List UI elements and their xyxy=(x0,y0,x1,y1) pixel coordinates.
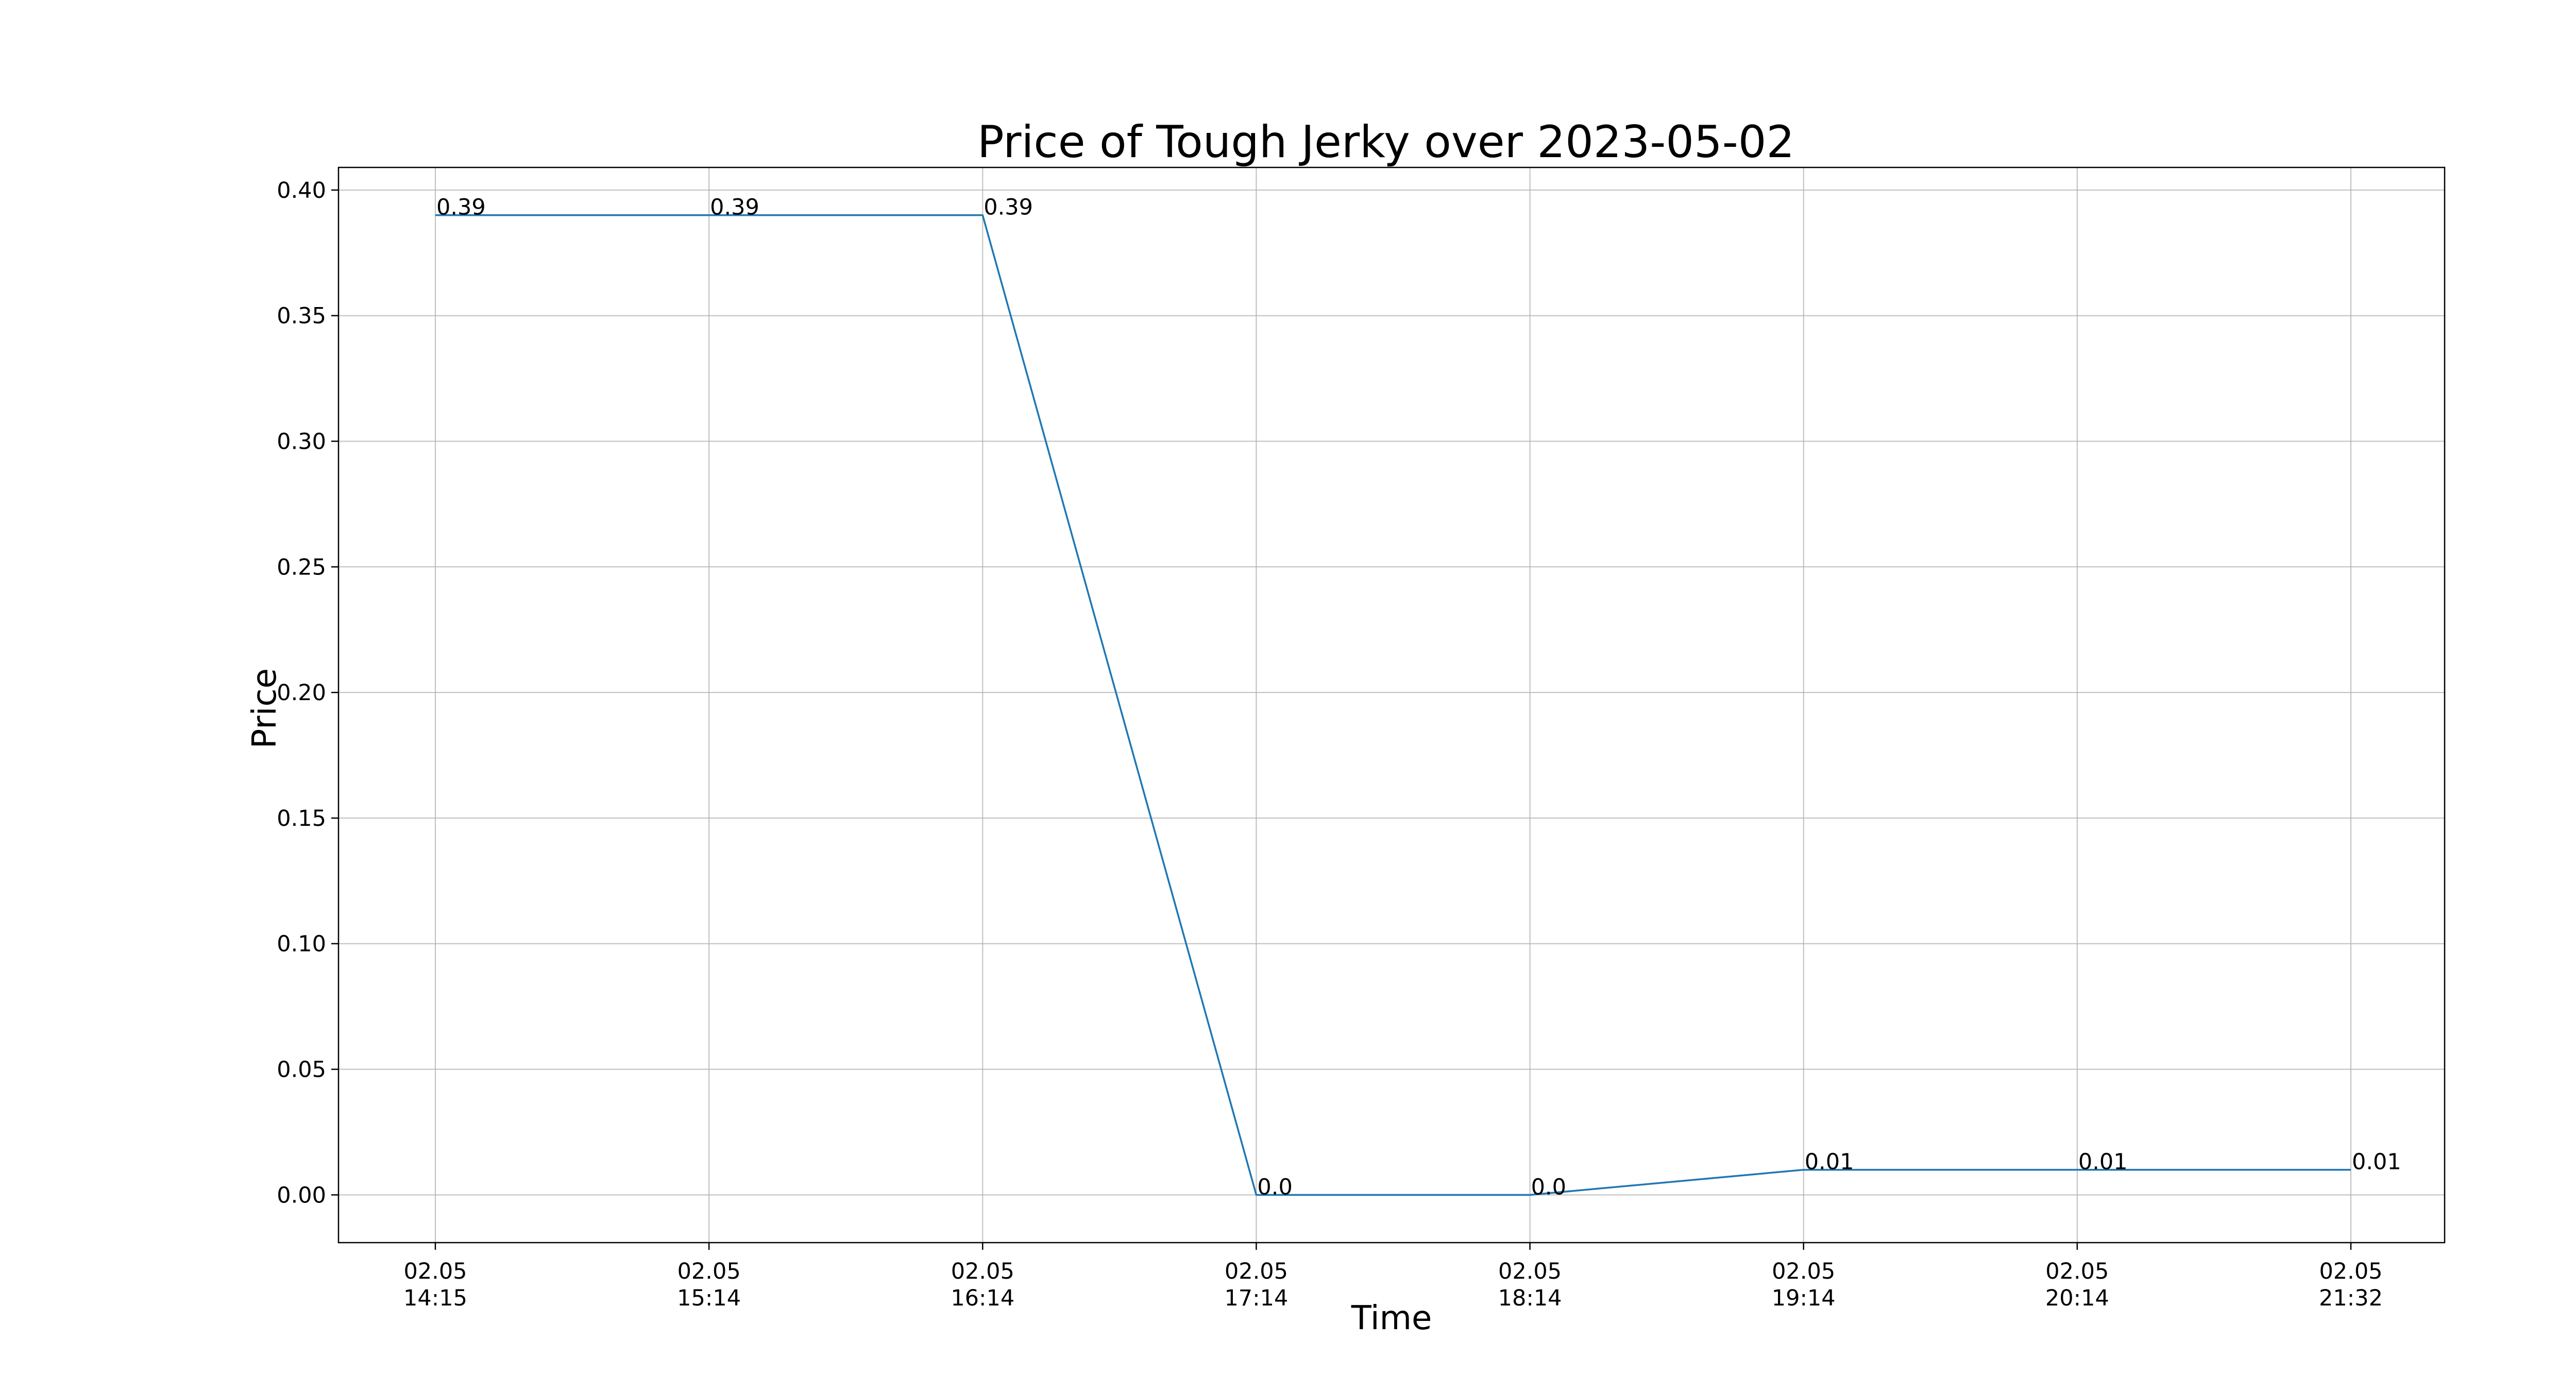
x-tick-label: 02.05 14:15 xyxy=(403,1259,467,1311)
series-layer xyxy=(435,214,2351,1196)
y-tick-label: 0.10 xyxy=(277,931,326,957)
y-tick-label: 0.30 xyxy=(277,429,326,455)
chart-title: Price of Tough Jerky over 2023-05-02 xyxy=(977,116,1794,168)
y-tick-label: 0.40 xyxy=(277,178,326,203)
plot-area-frame xyxy=(337,166,2446,1244)
data-label: 0.01 xyxy=(2078,1149,2128,1175)
data-label: 0.0 xyxy=(1257,1174,1292,1200)
grid-layer xyxy=(338,167,2445,1243)
data-label: 0.39 xyxy=(984,195,1033,220)
data-label: 0.0 xyxy=(1531,1174,1566,1200)
x-tick-label: 02.05 19:14 xyxy=(1772,1259,1836,1311)
y-tick-label: 0.05 xyxy=(277,1057,326,1083)
y-tick-label: 0.00 xyxy=(277,1182,326,1208)
data-labels-layer: 0.39 0.39 0.39 0.0 0.0 0.01 0.01 0.01 xyxy=(436,195,2401,1200)
y-tick-label: 0.20 xyxy=(277,680,326,706)
x-tick-label: 02.05 16:14 xyxy=(951,1259,1014,1311)
series-line xyxy=(435,214,2351,1196)
data-label: 0.39 xyxy=(710,195,759,220)
data-label: 0.01 xyxy=(2352,1149,2401,1175)
y-tick-label: 0.15 xyxy=(277,806,326,832)
x-tick-label: 02.05 20:14 xyxy=(2045,1259,2109,1311)
y-axis: 0.00 0.05 0.10 0.15 0.20 0.25 0.30 0.35 0.40 xyxy=(277,178,338,1208)
x-tick-label: 02.05 17:14 xyxy=(1224,1259,1288,1311)
data-label: 0.01 xyxy=(1805,1149,1854,1175)
x-tick-label: 02.05 15:14 xyxy=(677,1259,741,1311)
y-tick-label: 0.25 xyxy=(277,554,326,580)
y-tick-label: 0.35 xyxy=(277,303,326,329)
x-axis: 02.05 14:15 02.05 15:14 02.05 16:14 02.05 17:14… xyxy=(403,1243,2383,1311)
y-axis-label: Price xyxy=(246,668,284,749)
data-label: 0.39 xyxy=(436,195,486,220)
x-tick-label: 02.05 18:14 xyxy=(1498,1259,1562,1311)
x-tick-label: 02.05 21:32 xyxy=(2319,1259,2383,1311)
x-axis-label: Time xyxy=(1351,1299,1432,1337)
